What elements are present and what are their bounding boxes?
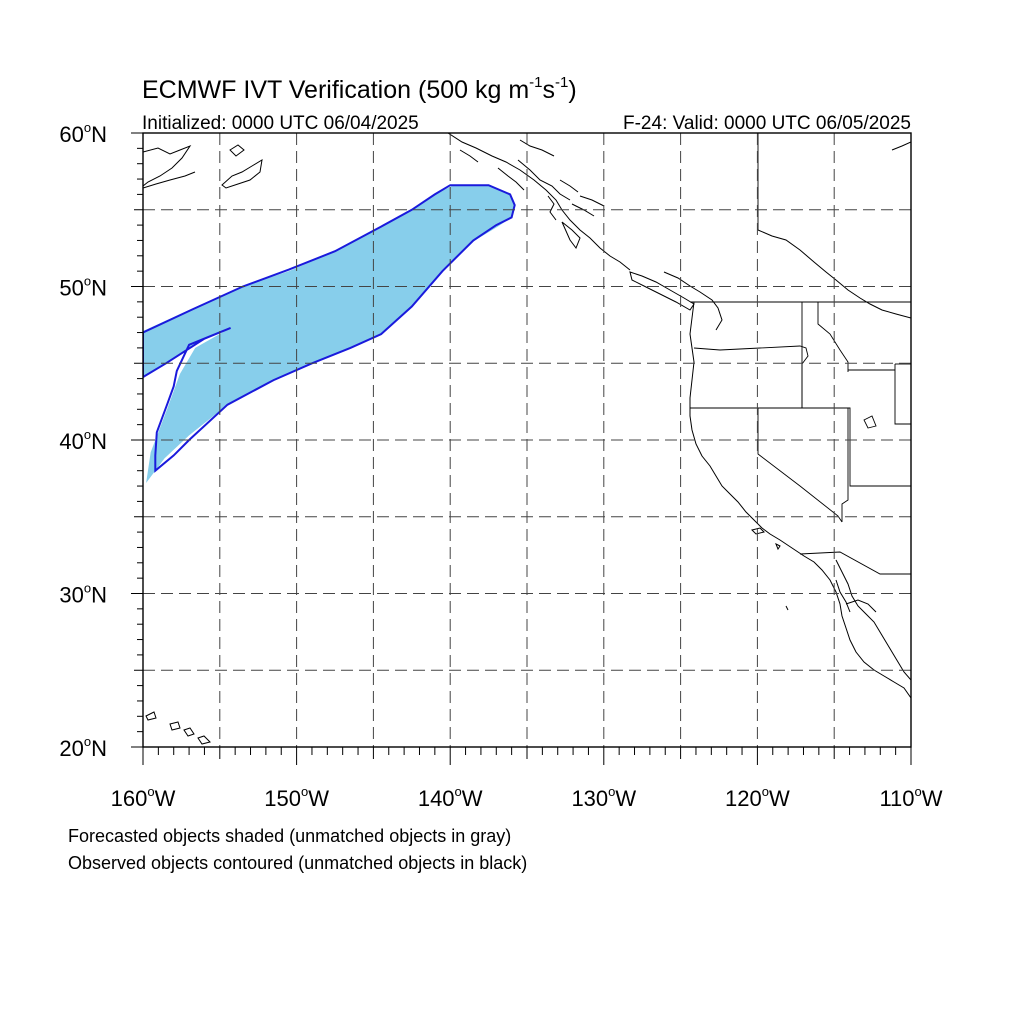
valid-time: F-24: Valid: 0000 UTC 06/05/2025	[623, 113, 911, 134]
longitude-labels: 160oW 150oW 140oW 130oW 120oW 110oW	[111, 784, 943, 811]
latitude-label: 50oN	[59, 274, 107, 301]
longitude-label: 160oW	[111, 784, 176, 811]
observed-legend-note: Observed objects contoured (unmatched ob…	[68, 853, 528, 873]
political-borders	[690, 133, 911, 575]
axis-ticks	[131, 132, 912, 765]
graticule	[143, 133, 911, 747]
latitude-label: 60oN	[59, 120, 107, 147]
longitude-label: 110oW	[879, 784, 942, 811]
forecast-legend-note: Forecasted objects shaded (unmatched obj…	[68, 826, 512, 846]
latitude-label: 40oN	[59, 427, 107, 454]
map-plot-area	[131, 132, 912, 765]
longitude-label: 140oW	[418, 784, 483, 811]
observed-ivt-contour	[143, 184, 516, 473]
latitude-labels: 60oN 50oN 40oN 30oN 20oN	[59, 120, 107, 761]
longitude-label: 120oW	[725, 784, 790, 811]
longitude-label: 130oW	[571, 784, 636, 811]
forecast-ivt-object	[143, 185, 515, 483]
longitude-label: 150oW	[264, 784, 329, 811]
initialized-time: Initialized: 0000 UTC 06/04/2025	[142, 113, 419, 134]
latitude-label: 20oN	[59, 734, 107, 761]
map-title: ECMWF IVT Verification (500 kg m-1s-1)	[142, 74, 577, 104]
latitude-label: 30oN	[59, 581, 107, 608]
